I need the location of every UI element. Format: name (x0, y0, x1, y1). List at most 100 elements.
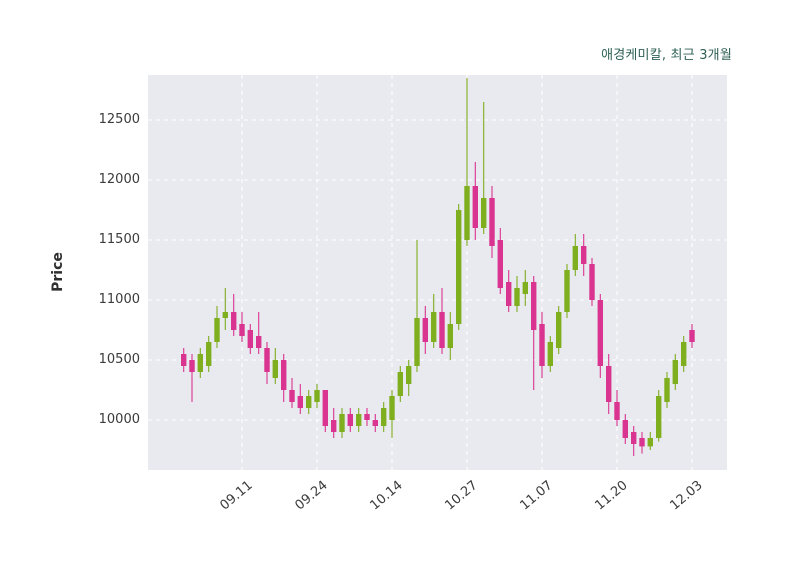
candle-body (664, 378, 670, 402)
y-tick-label: 12500 (98, 112, 140, 127)
candle (606, 354, 612, 414)
y-tick-label: 10500 (98, 352, 140, 367)
candle (672, 354, 678, 390)
candle (689, 324, 695, 348)
candle-body (689, 330, 695, 342)
plot-background (148, 75, 727, 470)
plot-area (148, 75, 727, 470)
candle-body (606, 366, 612, 402)
candle-body (414, 318, 420, 366)
y-tick-label: 10000 (98, 412, 140, 427)
y-tick-label: 12000 (98, 172, 140, 187)
candle (289, 378, 295, 408)
candle-body (456, 210, 462, 324)
candle (381, 402, 387, 432)
candle-body (681, 342, 687, 366)
candle (647, 432, 653, 450)
candle (472, 162, 478, 240)
candle (656, 390, 662, 442)
candle-body (406, 366, 412, 384)
candle (481, 102, 487, 234)
x-tick-label: 10.27 (442, 478, 481, 514)
candle-body (314, 390, 320, 402)
candle (456, 204, 462, 330)
candle-body (522, 282, 528, 294)
candle-body (272, 360, 278, 378)
candle (364, 408, 370, 426)
candle (397, 366, 403, 402)
candle (556, 306, 562, 354)
candle (239, 312, 245, 342)
candle (506, 270, 512, 312)
candle-body (489, 198, 495, 246)
candle-body (514, 288, 520, 306)
candle-body (331, 420, 337, 432)
candle (306, 390, 312, 414)
candle (664, 372, 670, 408)
candle (297, 384, 303, 414)
candle-body (339, 414, 345, 432)
candle-body (222, 312, 228, 318)
candle (514, 276, 520, 312)
candle-body (281, 360, 287, 390)
candle-body (506, 282, 512, 306)
candle (589, 258, 595, 306)
candle-body (297, 396, 303, 408)
x-tick-label: 11.07 (517, 478, 556, 514)
candle (314, 384, 320, 408)
candle (439, 288, 445, 354)
y-tick-label: 11500 (98, 232, 140, 247)
candlestick-chart (148, 75, 727, 470)
candle-body (572, 246, 578, 270)
candle (372, 414, 378, 432)
candle (189, 354, 195, 402)
candle-body (372, 420, 378, 426)
candle-body (364, 414, 370, 420)
candle-body (631, 432, 637, 444)
candle (406, 360, 412, 396)
candle-body (306, 396, 312, 408)
candle (522, 270, 528, 306)
candle (339, 408, 345, 438)
candle (222, 288, 228, 330)
candle (356, 408, 362, 432)
candle (639, 432, 645, 454)
candle-body (239, 324, 245, 336)
candle (581, 234, 587, 276)
candle (572, 234, 578, 276)
candle (681, 336, 687, 372)
x-tick-label: 12.03 (667, 478, 706, 514)
candle (489, 186, 495, 258)
candle (247, 324, 253, 354)
candle (414, 240, 420, 372)
candle-body (247, 330, 253, 348)
candle (272, 348, 278, 384)
candle (631, 426, 637, 456)
y-tick-label: 11000 (98, 292, 140, 307)
candle (256, 312, 262, 354)
candle-body (256, 336, 262, 348)
candle-body (397, 372, 403, 396)
candle (447, 312, 453, 360)
candle (597, 294, 603, 378)
candle-body (564, 270, 570, 312)
candle-body (189, 360, 195, 372)
chart-title: 애경케미칼, 최근 3개월 (601, 48, 732, 63)
candle-body (656, 396, 662, 438)
candle (347, 408, 353, 432)
candle-body (197, 354, 203, 372)
candle-body (556, 312, 562, 348)
candle-body (206, 342, 212, 366)
candle-body (472, 186, 478, 228)
candle-body (597, 300, 603, 366)
candle-body (464, 186, 470, 240)
candle (531, 276, 537, 390)
candle-body (589, 264, 595, 300)
candle (614, 390, 620, 426)
candle-body (347, 414, 353, 426)
candle-body (181, 354, 187, 366)
candle-body (539, 324, 545, 366)
candle-body (614, 402, 620, 420)
candle (422, 306, 428, 354)
candle-body (497, 240, 503, 288)
